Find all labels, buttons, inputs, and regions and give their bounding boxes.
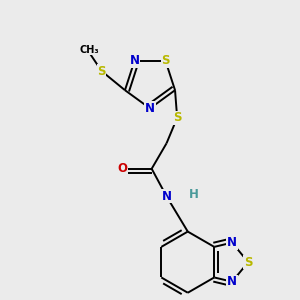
Text: H: H bbox=[189, 188, 199, 201]
Text: N: N bbox=[227, 236, 237, 249]
Text: S: S bbox=[244, 256, 253, 269]
Text: S: S bbox=[161, 54, 170, 67]
Text: S: S bbox=[173, 111, 182, 124]
Text: CH₃: CH₃ bbox=[79, 45, 99, 55]
Text: O: O bbox=[117, 162, 127, 175]
Text: S: S bbox=[98, 64, 106, 78]
Text: N: N bbox=[227, 275, 237, 288]
Text: N: N bbox=[145, 102, 155, 115]
Text: N: N bbox=[161, 190, 172, 203]
Text: N: N bbox=[130, 54, 140, 67]
